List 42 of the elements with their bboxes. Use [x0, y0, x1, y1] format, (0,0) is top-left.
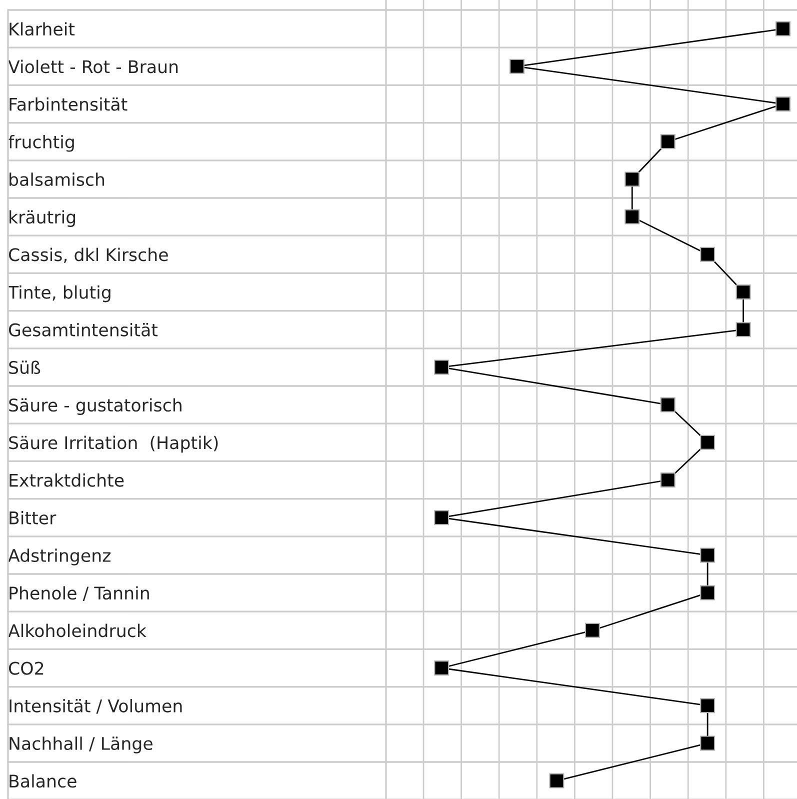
- point: [624, 172, 640, 187]
- y-tick-label: Phenole / Tannin: [10, 586, 149, 602]
- point: [700, 736, 716, 751]
- point: [736, 284, 751, 300]
- y-tick-label: CO2: [8, 662, 44, 675]
- point: [700, 585, 716, 600]
- point: [776, 21, 790, 36]
- y-tick-label: balsamisch: [10, 172, 104, 186]
- point: [624, 209, 640, 224]
- y-tick-label: Säure Irritation (Haptik): [9, 436, 218, 453]
- y-tick-label: Säure - gustatorisch: [9, 398, 182, 416]
- y-tick-label: kräutrig: [10, 210, 76, 228]
- y-tick-label: Farbintensität: [10, 97, 128, 111]
- point: [700, 548, 716, 563]
- point: [776, 96, 790, 112]
- y-tick-label: Alkoholeindruck: [8, 624, 146, 638]
- point: [434, 360, 450, 375]
- point: [434, 510, 450, 526]
- point: [700, 698, 716, 714]
- y-tick-label: Cassis, dkl Kirsche: [8, 248, 168, 264]
- point: [510, 58, 525, 74]
- y-tick-label: Nachhall / Länge: [10, 736, 152, 754]
- y-tick-label: Adstringenz: [8, 548, 110, 566]
- point: [736, 322, 751, 338]
- y-tick-label: Süß: [9, 360, 40, 374]
- point: [700, 434, 716, 450]
- y-tick-label: Extraktdichte: [10, 473, 124, 487]
- y-tick-label: Bitter: [10, 511, 56, 524]
- y-tick-label: Intensität / Volumen: [10, 699, 182, 714]
- y-tick-label: Klarheit: [10, 22, 75, 36]
- point: [660, 472, 676, 488]
- y-tick-label: Balance: [10, 774, 76, 788]
- y-tick-label: Tinte, blutig: [8, 285, 110, 302]
- point: [434, 660, 450, 676]
- point: [700, 246, 716, 262]
- point: [660, 134, 676, 150]
- point: [660, 397, 676, 412]
- point: [584, 622, 600, 638]
- y-tick-label: fruchtig: [8, 135, 74, 152]
- y-tick-label: Violett - Rot - Braun: [8, 60, 178, 74]
- y-tick-label: Gesamtintensität: [8, 323, 158, 336]
- point: [549, 773, 564, 788]
